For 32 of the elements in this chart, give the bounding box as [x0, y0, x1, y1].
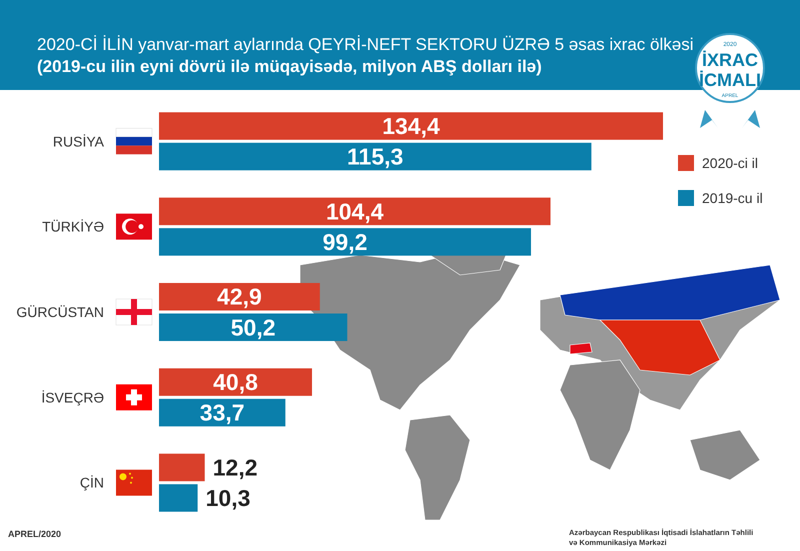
bar [159, 314, 348, 342]
text: APREL/2020 [8, 529, 62, 539]
bar [159, 142, 592, 170]
chart-title: 2020-Cİ İLİN yanvar-mart aylarında QEYRİ-NEFT SEKTORU ÜZRƏ 5 əsas ixrac ölkəsi [37, 35, 694, 54]
bar [159, 398, 286, 426]
text: İCMALI [699, 70, 761, 90]
data-label: 10,3 [206, 484, 250, 511]
bar [159, 112, 663, 140]
y-tick-label: İSVEÇRƏ [41, 389, 104, 406]
data-label: 50,2 [230, 314, 276, 340]
text: İXRAC [702, 50, 758, 70]
bar [159, 368, 312, 396]
y-tick-label: GÜRCÜSTAN [16, 304, 104, 320]
data-label: 12,2 [212, 454, 258, 480]
data-label: 104,4 [326, 198, 384, 224]
bar [159, 198, 550, 226]
bar [159, 228, 531, 256]
data-label: 99,2 [322, 228, 368, 255]
bar [159, 484, 198, 512]
data-label: 33,7 [200, 400, 245, 426]
y-tick-label: TÜRKİYƏ [42, 218, 104, 235]
data-label: 40,8 [213, 369, 258, 396]
data-label: 42,9 [217, 284, 262, 310]
legend-label: 2020-ci il [702, 155, 758, 171]
bar [159, 282, 320, 310]
bar [159, 454, 205, 482]
y-tick-label: ÇİN [80, 474, 104, 491]
chart-subtitle: (2019-cu ilin eyni dövrü ilə müqayisədə, milyon ABŞ dolları ilə) [37, 57, 542, 76]
data-label: 115,3 [347, 144, 404, 170]
legend-label: 2019-cu il [702, 190, 763, 206]
data-label: 134,4 [382, 113, 440, 140]
y-tick-label: RUSİYA [52, 133, 105, 150]
